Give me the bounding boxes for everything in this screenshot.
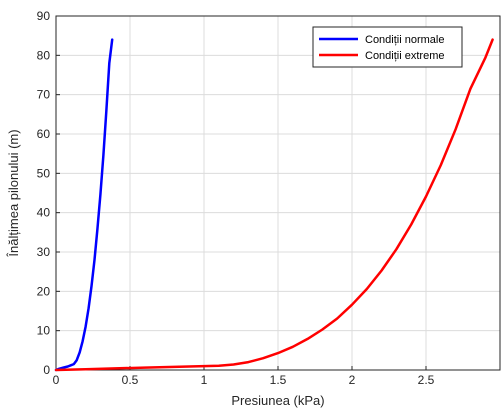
y-tick-label: 80 (37, 48, 51, 62)
y-tick-label: 30 (37, 245, 51, 259)
x-tick-label: 1.5 (270, 373, 287, 387)
x-tick-label: 0 (53, 373, 60, 387)
y-tick-label: 60 (37, 127, 51, 141)
y-axis-label: Înălțimea pilonului (m) (6, 129, 21, 257)
x-tick-label: 1 (201, 373, 208, 387)
x-axis-label: Presiunea (kPa) (231, 393, 324, 408)
x-tick-label: 2.5 (418, 373, 435, 387)
legend: Condiții normale Condiții extreme (312, 26, 463, 68)
x-tick-label: 2 (349, 373, 356, 387)
series-line (54, 38, 494, 372)
grid (56, 16, 500, 370)
y-tick-label: 10 (37, 324, 51, 338)
y-tick-label: 0 (43, 363, 50, 377)
tick-labels: 0 0.5 1 1.5 2 2.5 0 10 20 30 40 50 60 70 80 90 (37, 9, 435, 387)
y-tick-label: 40 (37, 206, 51, 220)
legend-box (312, 26, 463, 68)
y-tick-label: 90 (37, 9, 51, 23)
x-tick-label: 0.5 (122, 373, 139, 387)
data-series (54, 38, 494, 372)
y-tick-label: 20 (37, 284, 51, 298)
legend-label: Condiții normale (365, 34, 444, 46)
y-tick-label: 50 (37, 166, 51, 180)
legend-label: Condiții extreme (365, 50, 444, 62)
series-line (54, 38, 114, 372)
y-tick-label: 70 (37, 88, 51, 102)
